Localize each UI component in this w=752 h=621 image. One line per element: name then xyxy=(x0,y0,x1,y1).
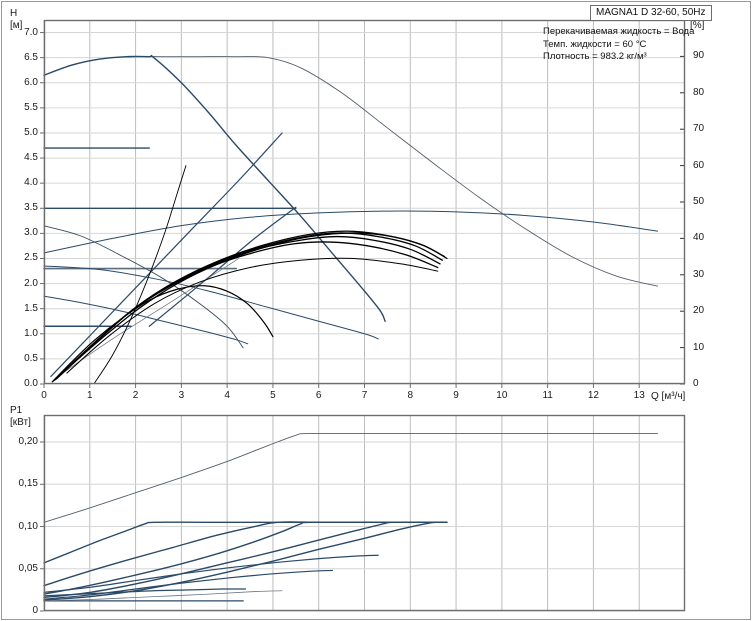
head-ytick-2.0: 2.0 xyxy=(24,277,38,289)
head-xtick-1: 1 xyxy=(87,390,93,401)
power-chart-curves xyxy=(43,433,658,602)
head-xtick-8: 8 xyxy=(407,390,414,401)
info-line-temp: Темп. жидкости = 60 °C xyxy=(543,38,647,50)
curve-p1-curve-j-thin-ramp xyxy=(43,590,283,602)
curve-p1-curve-i xyxy=(43,569,334,600)
head-ytick-3.5: 3.5 xyxy=(24,202,38,214)
info-line-density: Плотность = 983.2 кг/м³ xyxy=(543,51,647,62)
eta-tick-90: 90 xyxy=(693,50,705,62)
eta-tick-0: 0 xyxy=(693,378,699,389)
head-ytick-2.5: 2.5 xyxy=(24,252,38,264)
curve-h-descending-1-75-curve xyxy=(43,295,249,345)
head-xtick-12: 12 xyxy=(587,390,599,401)
head-ytick-4.5: 4.5 xyxy=(24,152,38,164)
power-ytick-4: 0,20 xyxy=(18,436,38,448)
curve-eta-curve-7-flat xyxy=(66,257,439,374)
chart-axes xyxy=(40,19,686,612)
head-chart-curves xyxy=(43,54,659,384)
curve-p1-curve-h-low xyxy=(43,588,247,597)
curve-p1-max-ramp-to-0-21 xyxy=(43,433,658,523)
model-title-box: MAGNA1 D 32-60, 50Hz xyxy=(590,5,712,21)
curve-h-descending-3-2-curve xyxy=(43,225,244,349)
head-xtick-7: 7 xyxy=(361,390,368,401)
curve-p1-curve-d xyxy=(43,521,448,599)
eta-tick-60: 60 xyxy=(693,159,705,171)
power-ytick-2: 0,10 xyxy=(18,520,38,532)
curve-eta-steep-ray-up xyxy=(93,165,187,384)
eta-tick-20: 20 xyxy=(693,305,705,317)
curve-eta-curve-5 xyxy=(52,241,439,382)
curve-p1-curve-e xyxy=(43,521,448,601)
curve-eta-curve-3 xyxy=(54,232,443,381)
head-ytick-6.5: 6.5 xyxy=(24,51,38,63)
fluid-info-block: Перекачиваемая жидкость = Вода Темп. жид… xyxy=(543,26,694,64)
head-xtick-3: 3 xyxy=(178,390,185,401)
head-xtick-9: 9 xyxy=(453,390,459,401)
curve-h-rising-ray-to-4-7 xyxy=(148,206,297,327)
curve-h-descending-2-35-curve xyxy=(43,265,379,340)
eta-tick-50: 50 xyxy=(693,196,705,207)
curve-h-curve-b-proportional- xyxy=(43,54,386,322)
head-ytick-5.0: 5.0 xyxy=(24,126,38,138)
head-ytick-4.0: 4.0 xyxy=(24,177,38,189)
head-ytick-0.5: 0.5 xyxy=(24,352,38,364)
curve-eta-curve-1 xyxy=(57,232,448,378)
eta-tick-10: 10 xyxy=(693,341,705,353)
head-xtick-6: 6 xyxy=(315,390,322,401)
head-chart-x-axis-title: Q [м³/ч] xyxy=(651,391,686,402)
power-ytick-0: 0 xyxy=(32,605,38,616)
head-xtick-10: 10 xyxy=(496,390,508,401)
curve-eta-curve-8-low-flat-long xyxy=(43,210,659,254)
eta-tick-80: 80 xyxy=(693,86,705,98)
head-ytick-0.0: 0.0 xyxy=(24,378,38,389)
head-xtick-4: 4 xyxy=(224,390,230,401)
curve-h-thin-diagonal-ray xyxy=(59,258,239,376)
head-xtick-5: 5 xyxy=(270,390,276,401)
info-line-liquid: Перекачиваемая жидкость = Вода xyxy=(543,26,695,37)
head-xtick-13: 13 xyxy=(633,390,645,401)
power-chart-grid xyxy=(43,415,685,612)
power-ytick-1: 0,05 xyxy=(18,562,38,574)
curve-p1-curve-c xyxy=(43,521,448,595)
curve-p1-curve-f xyxy=(43,554,379,594)
head-xtick-2: 2 xyxy=(132,390,139,401)
curve-h-rising-ray-to-6-5 xyxy=(50,132,283,378)
head-ytick-7.0: 7.0 xyxy=(24,26,38,38)
head-chart-grid xyxy=(43,20,685,385)
eta-tick-30: 30 xyxy=(693,268,705,280)
head-xtick-0: 0 xyxy=(41,390,47,401)
head-ytick-3.0: 3.0 xyxy=(24,227,38,239)
head-xtick-11: 11 xyxy=(542,390,553,401)
power-ytick-3: 0,15 xyxy=(18,478,38,490)
head-ytick-1.5: 1.5 xyxy=(24,302,38,314)
head-ytick-5.5: 5.5 xyxy=(24,101,38,113)
power-chart-y-axis-title: P1 [кВт] xyxy=(10,405,31,428)
curve-eta-curve-6-small xyxy=(51,285,274,383)
head-ytick-6.0: 6.0 xyxy=(24,76,38,88)
head-ytick-1.0: 1.0 xyxy=(24,327,38,339)
head-chart-y-axis-title: H [м] xyxy=(10,8,23,31)
eta-tick-70: 70 xyxy=(693,123,705,135)
eta-tick-40: 40 xyxy=(693,232,705,244)
